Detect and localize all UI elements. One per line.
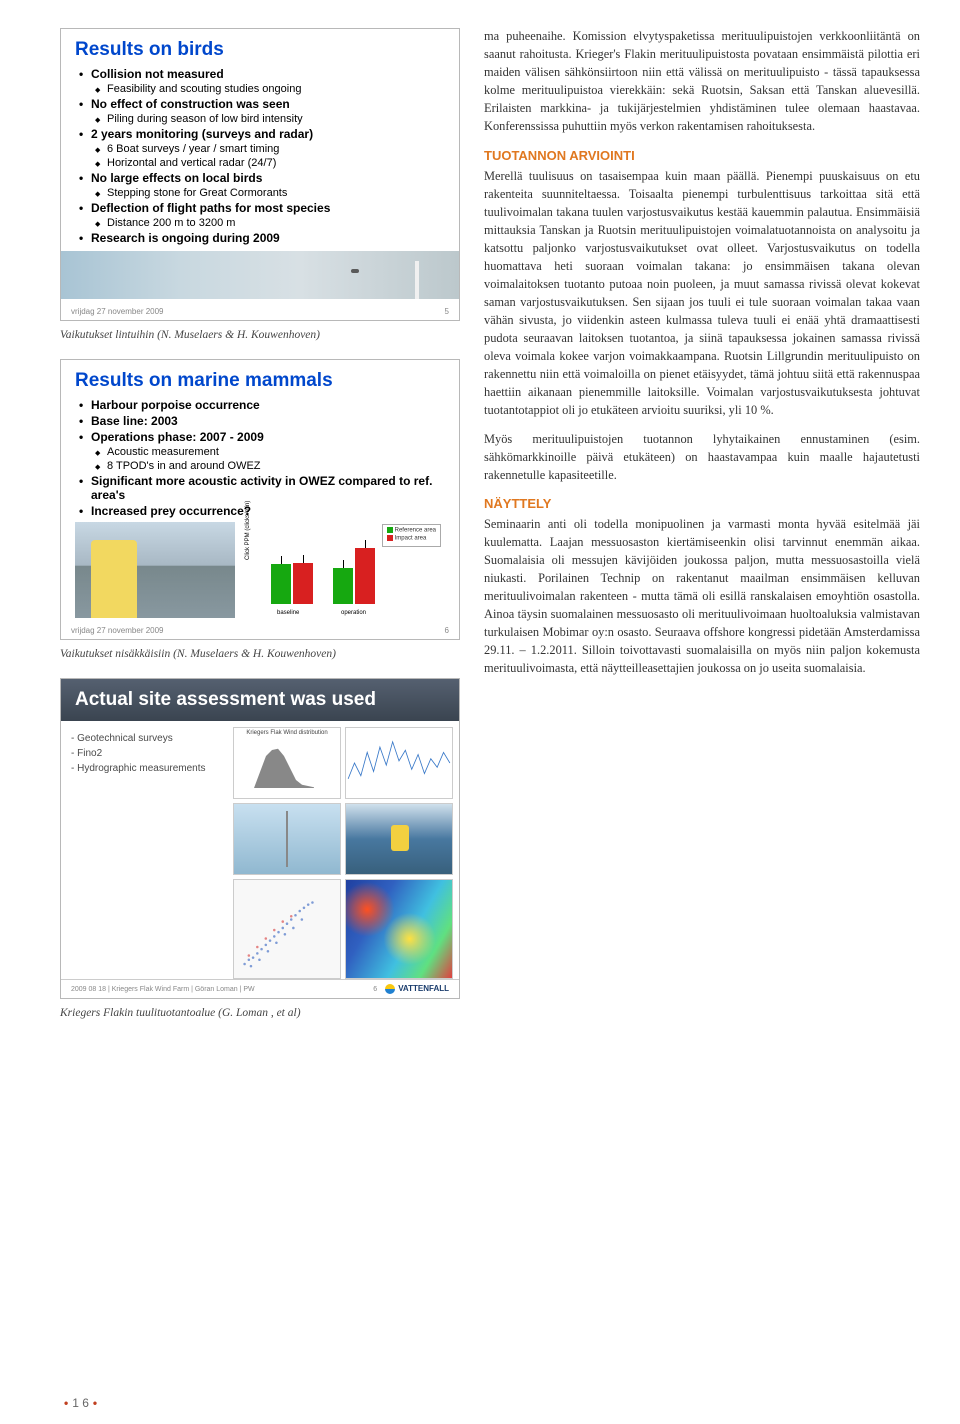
- section-heading: TUOTANNON ARVIOINTI: [484, 147, 920, 166]
- sub-item: Horizontal and vertical radar (24/7): [91, 157, 445, 169]
- axis-label: operation: [341, 610, 366, 616]
- slide-title: Results on birds: [75, 39, 445, 61]
- panel-tower-photo: [233, 803, 341, 875]
- list-item: No large effects on local birds Stepping…: [75, 171, 445, 199]
- slide-list: Collision not measured Feasibility and s…: [75, 67, 445, 245]
- bar-chart: Reference area Impact area: [243, 522, 445, 618]
- bar: [293, 563, 313, 604]
- panel-scatter: [233, 879, 341, 979]
- panel-heatmap: [345, 879, 453, 979]
- list-item: Increased prey occurrence?: [75, 504, 445, 518]
- chart-legend: Reference area Impact area: [382, 524, 441, 547]
- list-item: Research is ongoing during 2009: [75, 231, 445, 245]
- sub-item: Acoustic measurement: [91, 446, 445, 458]
- page-number: 1 6: [72, 1396, 89, 1410]
- sub-item: Feasibility and scouting studies ongoing: [91, 83, 445, 95]
- caption: Kriegers Flakin tuulituotantoalue (G. Lo…: [60, 1007, 460, 1019]
- caption: Vaikutukset lintuihin (N. Muselaers & H.…: [60, 329, 460, 341]
- list-item: Base line: 2003: [75, 414, 445, 428]
- page-footer: •1 6•: [60, 1396, 101, 1410]
- paragraph: Seminaarin anti oli todella monipuolinen…: [484, 516, 920, 678]
- slide-mammals: Results on marine mammals Harbour porpoi…: [60, 359, 460, 640]
- slide-list: Harbour porpoise occurrence Base line: 2…: [75, 398, 445, 518]
- sidebar-item: Hydrographic measurements: [71, 761, 206, 776]
- section-heading: NÄYTTELY: [484, 495, 920, 514]
- panel-histogram: Kriegers Flak Wind distribution: [233, 727, 341, 799]
- sidebar-item: Geotechnical surveys: [71, 731, 206, 746]
- left-column: Results on birds Collision not measured …: [60, 28, 460, 1358]
- list-item: Deflection of flight paths for most spec…: [75, 201, 445, 229]
- bar: [271, 564, 291, 604]
- sidebar-list: Geotechnical surveys Fino2 Hydrographic …: [71, 731, 206, 776]
- list-item: 2 years monitoring (surveys and radar) 6…: [75, 127, 445, 169]
- list-item: Harbour porpoise occurrence: [75, 398, 445, 412]
- slide-title: Results on marine mammals: [75, 370, 445, 392]
- slide-page: 6: [445, 626, 449, 635]
- list-item: Collision not measured Feasibility and s…: [75, 67, 445, 95]
- sub-item: Distance 200 m to 3200 m: [91, 217, 445, 229]
- right-column: ma puheenaihe. Komission elvytyspaketiss…: [484, 28, 920, 1358]
- sidebar-item: Fino2: [71, 746, 206, 761]
- slide-page: 5: [445, 307, 449, 316]
- axis-label: baseline: [277, 610, 299, 616]
- paragraph: Merellä tuulisuus on tasaisempaa kuin ma…: [484, 168, 920, 420]
- slide-title: Actual site assessment was used: [61, 679, 459, 721]
- paragraph: Myös merituulipuistojen tuotannon lyhyta…: [484, 431, 920, 485]
- list-item: Operations phase: 2007 - 2009 Acoustic m…: [75, 430, 445, 472]
- slide-meta: 2009 08 18 | Kriegers Flak Wind Farm | G…: [71, 986, 255, 993]
- sub-item: Stepping stone for Great Cormorants: [91, 187, 445, 199]
- caption: Vaikutukset nisäkkäisiin (N. Muselaers &…: [60, 648, 460, 660]
- sub-item: Piling during season of low bird intensi…: [91, 113, 445, 125]
- slide-date: vrijdag 27 november 2009: [71, 626, 164, 635]
- bar: [355, 548, 375, 604]
- slide-date: vrijdag 27 november 2009: [71, 307, 164, 316]
- slide-photo-turbine: [75, 522, 235, 618]
- slide-birds: Results on birds Collision not measured …: [60, 28, 460, 321]
- sub-item: 6 Boat surveys / year / smart timing: [91, 143, 445, 155]
- panel-buoy-photo: [345, 803, 453, 875]
- slide-site-assessment: Actual site assessment was used Geotechn…: [60, 678, 460, 999]
- slide-photo: [61, 251, 459, 299]
- bar: [333, 568, 353, 604]
- paragraph: ma puheenaihe. Komission elvytyspaketiss…: [484, 28, 920, 136]
- list-item: No effect of construction was seen Pilin…: [75, 97, 445, 125]
- y-axis-label: Click PPM (clicks/min): [245, 501, 251, 560]
- brand-logo: VATTENFALL: [385, 984, 449, 994]
- list-item: Significant more acoustic activity in OW…: [75, 474, 445, 502]
- slide-page: 6: [373, 986, 377, 993]
- sub-item: 8 TPOD's in and around OWEZ: [91, 460, 445, 472]
- panel-timeseries: [345, 727, 453, 799]
